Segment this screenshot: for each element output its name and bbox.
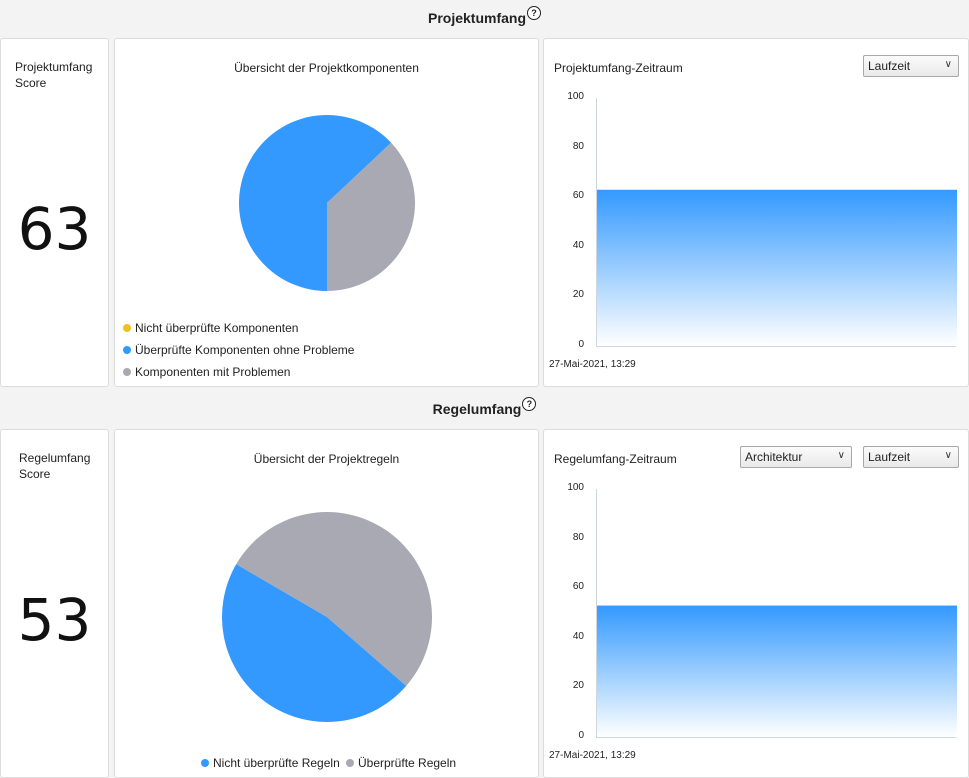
score-value: 53 [17,586,92,654]
time-range-select[interactable]: Laufzeit ∨ [863,446,959,468]
projekt-timeline-card: Projektumfang-Zeitraum Laufzeit ∨ 27-Mai-… [543,38,969,387]
legend-item: Nicht überprüfte Regeln [201,756,340,770]
score-value: 63 [17,195,92,263]
chevron-down-icon: ∨ [944,450,952,461]
legend-dot [346,759,354,767]
y-tick-label: 80 [572,140,584,152]
help-icon[interactable]: ? [522,397,537,411]
area-fill [597,605,957,737]
score-label: Regelumfang Score [19,451,91,481]
x-tick-label: 27-Mai-2021, 13:29 [549,750,636,761]
legend-item: Überprüfte Komponenten ohne Probleme [123,343,354,357]
legend-item: Komponenten mit Problemen [123,365,290,379]
timeline-title: Projektumfang-Zeitraum [554,61,683,75]
y-tick-label: 0 [578,730,584,741]
area-plot [596,489,957,738]
chevron-down-icon: ∨ [944,59,952,70]
y-tick-label: 60 [572,581,584,593]
y-tick-label: 60 [572,190,584,202]
pie-slice [239,115,392,291]
projekt-overview-card: Übersicht der Projektkomponenten Nicht ü… [114,38,539,387]
regel-score-card: Regelumfang Score 53 [0,429,109,778]
legend-dot [201,759,209,767]
regel-overview-card: Übersicht der Projektregeln Nicht überpr… [114,429,539,778]
overview-title: Übersicht der Projektregeln [253,452,400,466]
pie-chart [222,512,432,722]
y-tick-label: 100 [567,482,584,493]
y-tick-label: 100 [567,91,584,102]
legend-dot [123,324,131,332]
chevron-down-icon: ∨ [837,450,845,461]
category-select[interactable]: Architektur ∨ [740,446,852,468]
y-tick-label: 0 [578,339,584,350]
y-tick-label: 40 [572,630,584,642]
y-tick-label: 20 [572,289,584,301]
pie-chart [239,115,415,291]
legend-item: Überprüfte Regeln [346,756,456,770]
projekt-score-card: Projektumfang Score 63 [0,38,109,387]
regel-timeline-card: Regelumfang-Zeitraum Architektur ∨ Laufze… [543,429,969,778]
section-title-regelumfang: Regelumfang? [0,397,969,418]
section-title-projektumfang: Projektumfang? [0,6,969,27]
pie-slice [222,564,407,722]
y-tick-label: 80 [572,531,584,543]
overview-title: Übersicht der Projektkomponenten [234,61,419,75]
legend-dot [123,368,131,376]
x-tick-label: 27-Mai-2021, 13:29 [549,359,636,370]
timeline-title: Regelumfang-Zeitraum [554,452,677,466]
score-label: Projektumfang Score [15,60,93,90]
help-icon[interactable]: ? [527,6,541,20]
legend-item: Nicht überprüfte Komponenten [123,321,298,335]
legend-dot [123,346,131,354]
pie-slice [327,142,415,291]
y-tick-label: 20 [572,680,584,692]
area-plot [596,98,957,347]
y-tick-label: 40 [572,239,584,251]
time-range-select[interactable]: Laufzeit ∨ [863,55,959,77]
pie-slice [236,512,432,686]
area-fill [597,189,957,346]
